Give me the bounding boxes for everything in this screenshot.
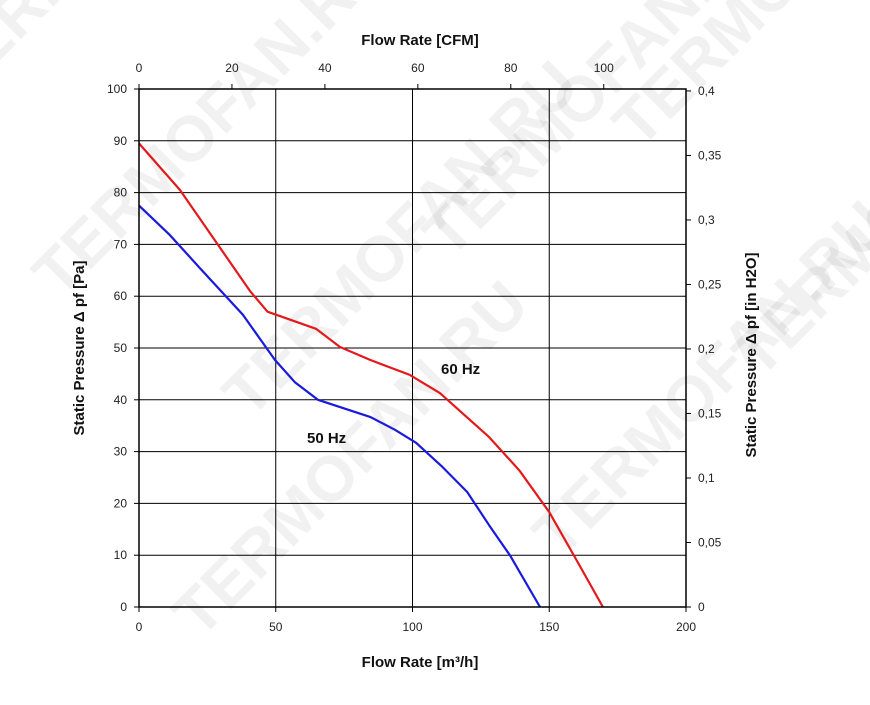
x2-tick-label: 60 [411,61,425,75]
series-line-50hz [138,204,541,608]
x-tick-label: 100 [402,620,422,634]
y-tick-label: 70 [114,237,128,251]
y-tick-label: 40 [114,393,128,407]
x-axis-label: Flow Rate [m³/h] [362,654,479,671]
x-tick-label: 0 [136,620,143,634]
x2-tick-label: 80 [504,61,518,75]
series-label-60hz: 60 Hz [441,361,480,378]
x2-tick-label: 40 [318,61,332,75]
y2-tick-label: 0,1 [698,471,715,485]
y-tick-label: 50 [114,341,128,355]
y2-tick-label: 0,3 [698,213,715,227]
y2-tick-label: 0,4 [698,84,715,98]
y-tick-label: 30 [114,445,128,459]
y2-tick-label: 0,35 [698,148,722,162]
y-tick-label: 80 [114,186,128,200]
series-line-60hz [138,142,604,608]
y2-tick-label: 0 [698,600,705,614]
y-tick-label: 20 [114,496,128,510]
y2-tick-label: 0,2 [698,342,715,356]
x2-tick-label: 100 [594,61,614,75]
watermark: TERMOFAN.RUTERMOFAN.RUTERMOFAN.RUTERMOFA… [0,0,870,650]
y-tick-label: 100 [107,82,127,96]
y2-tick-label: 0,25 [698,277,722,291]
y2-axis-label: Static Pressure Δ pf [in H2O] [743,252,760,457]
y-tick-label: 10 [114,548,128,562]
series-label-50hz: 50 Hz [307,430,346,447]
y2-tick-label: 0,15 [698,406,722,420]
y-tick-label: 60 [114,289,128,303]
x2-tick-label: 20 [225,61,239,75]
y-tick-label: 0 [120,600,127,614]
y2-tick-label: 0,05 [698,535,722,549]
y-axis-label: Static Pressure Δ pf [Pa] [71,260,88,435]
x2-axis-label: Flow Rate [CFM] [361,32,479,49]
curves [138,142,604,608]
x2-tick-label: 0 [136,61,143,75]
y-tick-label: 90 [114,134,128,148]
x-tick-label: 150 [539,620,559,634]
x-tick-label: 200 [676,620,696,634]
x-tick-label: 50 [269,620,283,634]
